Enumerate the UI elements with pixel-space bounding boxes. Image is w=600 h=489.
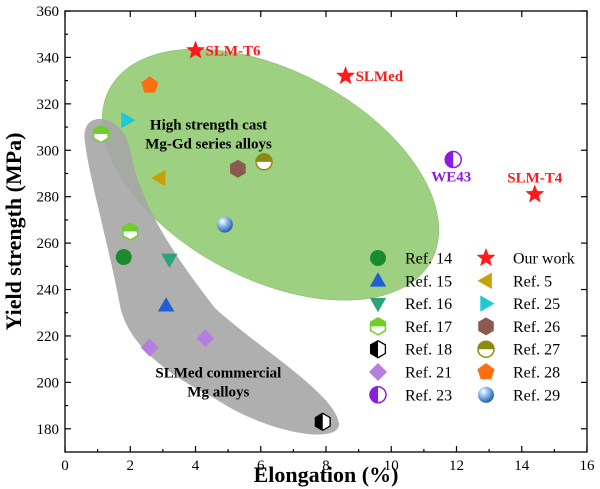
y-tick-label: 240 <box>37 283 60 299</box>
y-tick-label: 180 <box>37 422 60 438</box>
legend-marker <box>369 272 387 287</box>
legend-marker <box>477 272 492 289</box>
annotations: WE43 SLM-T6 SLMed SLM-T4 High strength cast M… <box>145 43 563 400</box>
legend-label: Ref. 25 <box>513 296 560 313</box>
legend-label: Ref. 14 <box>405 251 452 268</box>
point-our-work <box>336 66 356 85</box>
legend-marker <box>477 340 495 358</box>
legend-label: Ref. 29 <box>513 387 560 404</box>
legend-label: Ref. 27 <box>513 342 560 359</box>
region-label-slmed: Mg alloys <box>187 385 249 401</box>
point-ref-21 <box>196 329 215 348</box>
y-tick-label: 320 <box>37 97 60 113</box>
legend-label: Our work <box>513 251 575 268</box>
point-ref-17 <box>122 222 139 241</box>
legend-label: Ref. 23 <box>405 387 452 404</box>
x-tick-label: 10 <box>384 458 399 474</box>
legend-marker <box>477 363 495 380</box>
legend: Ref. 14 Ref. 15 Ref. 16 Ref. 17 Ref. 18 Ref. … <box>369 248 575 404</box>
legend-label: Ref. 16 <box>405 296 452 313</box>
region-label-high-strength: Mg-Gd series alloys <box>145 136 272 152</box>
point-ref-23 <box>444 150 462 169</box>
legend-label: Ref. 28 <box>513 365 560 382</box>
legend-marker <box>369 317 387 336</box>
legend-marker <box>478 386 494 403</box>
point-ref-28 <box>141 76 159 93</box>
point-our-work <box>525 184 545 203</box>
point-our-work <box>186 40 205 59</box>
x-axis-title: Elongation (%) <box>254 462 399 487</box>
point-ref-26 <box>230 159 246 178</box>
legend-marker <box>369 363 387 381</box>
point-ref-5 <box>151 169 166 187</box>
point-ref-21 <box>140 338 159 357</box>
point-label: SLM-T6 <box>206 43 262 59</box>
y-tick-label: 280 <box>37 190 60 206</box>
y-tick-label: 360 <box>37 4 60 20</box>
legend-label: Ref. 15 <box>405 273 452 290</box>
region-label-slmed: SLMed commercial <box>155 366 281 382</box>
point-ref-16 <box>161 253 178 268</box>
point-ref-18 <box>314 412 331 432</box>
legend-marker <box>369 297 387 313</box>
x-tick-label: 0 <box>61 458 69 474</box>
region-high-strength <box>102 48 440 301</box>
axes: 0 2 4 6 8 10 12 14 16 180 200 220 240 260 280 300 320 340… <box>1 4 595 487</box>
point-ref-25 <box>121 111 136 129</box>
point-ref-14 <box>115 249 132 266</box>
legend-marker <box>476 248 496 267</box>
x-tick-label: 16 <box>580 458 596 474</box>
x-tick-label: 6 <box>257 458 265 474</box>
y-tick-label: 220 <box>37 329 60 345</box>
legend-label: Ref. 18 <box>405 342 452 359</box>
point-ref-29 <box>216 216 233 233</box>
point-label: WE43 <box>431 170 471 186</box>
point-ref-17 <box>92 124 109 144</box>
legend-marker <box>478 317 494 336</box>
data-points <box>92 40 545 432</box>
x-tick-label: 4 <box>192 458 200 474</box>
legend-label: Ref. 17 <box>405 319 452 336</box>
legend-label: Ref. 5 <box>513 273 552 290</box>
legend-label: Ref. 26 <box>513 319 560 336</box>
legend-marker <box>370 250 386 266</box>
x-tick-label: 14 <box>514 458 530 474</box>
legend-marker <box>369 339 387 359</box>
region-slmed-commercial <box>84 118 340 435</box>
x-tick-label: 2 <box>127 458 135 474</box>
x-tick-label: 12 <box>449 458 464 474</box>
point-ref-15 <box>157 297 175 312</box>
point-label: SLMed <box>356 69 404 85</box>
point-label: SLM-T4 <box>507 170 563 186</box>
shaded-regions <box>84 48 440 435</box>
region-label-high-strength: High strength cast <box>150 117 267 133</box>
y-tick-label: 340 <box>37 50 60 66</box>
y-tick-label: 200 <box>37 375 60 391</box>
legend-marker <box>369 386 387 404</box>
x-tick-label: 8 <box>322 458 330 474</box>
point-ref-27 <box>255 153 273 171</box>
y-tick-label: 260 <box>37 236 60 252</box>
legend-label: Ref. 21 <box>405 365 452 382</box>
y-axis-title: Yield strength (MPa) <box>1 133 26 331</box>
legend-marker <box>480 295 495 312</box>
y-tick-label: 300 <box>37 143 60 159</box>
